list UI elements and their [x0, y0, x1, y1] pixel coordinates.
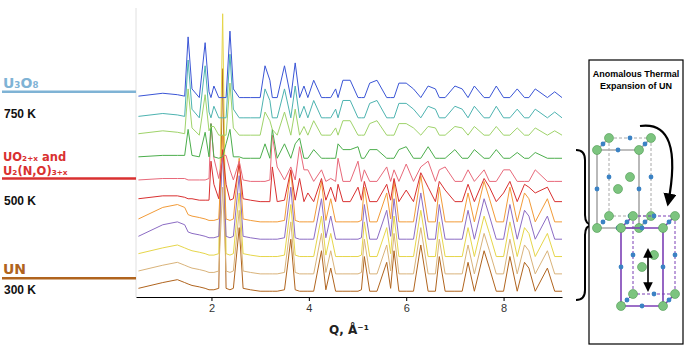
x-tick: 8 [501, 297, 507, 314]
crystal-diagram [593, 126, 680, 311]
pattern-line [138, 150, 562, 202]
uranium-atom [647, 134, 656, 143]
x-tick: 6 [404, 297, 410, 314]
uranium-atom [671, 212, 680, 221]
nitrogen-atom [601, 142, 606, 147]
pattern-line [138, 54, 562, 118]
pattern-line [138, 31, 562, 97]
curved-arrow [640, 126, 672, 204]
pattern-line [138, 153, 562, 240]
nitrogen-atom [616, 148, 621, 153]
uranium-atom [659, 302, 668, 311]
nitrogen-atom [625, 220, 630, 225]
pattern-line [138, 69, 562, 292]
nitrogen-atom [652, 292, 657, 297]
uranium-atom [671, 290, 680, 299]
nitrogen-atom [625, 298, 630, 303]
uranium-atom [605, 134, 614, 143]
x-tick-label: 8 [501, 302, 507, 314]
annotation-line [2, 277, 136, 280]
nitrogen-atom [595, 187, 600, 192]
x-tick-mark [504, 297, 505, 301]
nitrogen-atom [607, 175, 612, 180]
nitrogen-atom [631, 253, 636, 258]
temperature-label: 750 K [4, 107, 36, 121]
inset-title: Anomalous Thermal [593, 69, 680, 79]
x-tick: 4 [306, 297, 312, 314]
nitrogen-atom [640, 304, 645, 309]
x-tick: 2 [209, 297, 215, 314]
nitrogen-atom [643, 142, 648, 147]
annotation-line [2, 177, 136, 180]
uranium-atom [593, 146, 602, 155]
uranium-atom [629, 290, 638, 299]
plot-lines [138, 14, 562, 291]
uranium-atom [614, 185, 623, 194]
y-axis-line [136, 8, 137, 297]
uranium-atom [605, 212, 614, 221]
annotation-label: UN [3, 261, 26, 277]
x-tick-mark [406, 297, 407, 301]
x-axis-title: Q, Å⁻¹ [329, 322, 369, 337]
annotation-label: UO₂₊ₓ and [3, 150, 66, 164]
nitrogen-atom [673, 253, 678, 258]
nitrogen-atom [661, 265, 666, 270]
nitrogen-atom [652, 214, 657, 219]
x-axis-line [137, 297, 563, 298]
nitrogen-atom [619, 265, 624, 270]
temperature-label: 300 K [4, 283, 36, 297]
chart-root: 2 4 6 8 Q, Å⁻¹ U₃O₈ 750 K UO₂₊ₓ andU₂(N,O)₃₊ₓ 50… [0, 0, 685, 348]
double-arrow [647, 250, 649, 290]
nitrogen-atom [649, 175, 654, 180]
pattern-line [138, 124, 562, 182]
nitrogen-atom [643, 220, 648, 225]
temperature-label: 500 K [4, 194, 36, 208]
nitrogen-atom [667, 298, 672, 303]
inset-box [589, 60, 683, 344]
annotation-label: U₃O₈ [3, 75, 39, 91]
uranium-atom [593, 224, 602, 233]
uranium-atom [626, 173, 635, 182]
x-tick-mark [211, 297, 212, 301]
pattern-line [138, 14, 562, 257]
uranium-atom [617, 302, 626, 311]
uranium-atom [650, 251, 659, 260]
figure: 2 4 6 8 Q, Å⁻¹ U₃O₈ 750 K UO₂₊ₓ andU₂(N,O)₃₊ₓ 50… [0, 0, 685, 348]
nitrogen-atom [601, 220, 606, 225]
x-tick-label: 4 [306, 302, 312, 314]
nitrogen-atom [640, 226, 645, 231]
nitrogen-atom [637, 187, 642, 192]
x-tick-mark [309, 297, 310, 301]
x-tick-label: 2 [209, 302, 215, 314]
uranium-atom [635, 146, 644, 155]
annotation-line [2, 91, 136, 94]
uranium-atom [617, 224, 626, 233]
nitrogen-atom [628, 136, 633, 141]
uranium-atom [629, 212, 638, 221]
x-tick-label: 6 [404, 302, 410, 314]
annotation-label: U₂(N,O)₃₊ₓ [3, 164, 68, 178]
inset-title: Expansion of UN [600, 81, 672, 91]
uranium-atom [638, 263, 647, 272]
nitrogen-atom [667, 220, 672, 225]
uranium-atom [659, 224, 668, 233]
x-axis: 2 4 6 8 [137, 297, 563, 314]
